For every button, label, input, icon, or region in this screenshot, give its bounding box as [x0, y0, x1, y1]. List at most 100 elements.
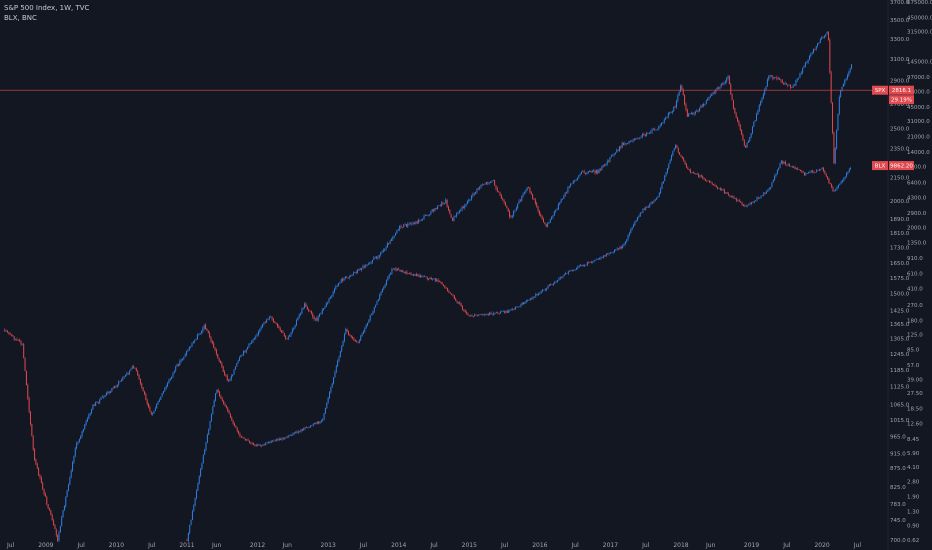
spx-candle — [466, 199, 468, 205]
blx-series — [186, 144, 852, 542]
blx-candle — [190, 519, 192, 526]
spx-candle — [89, 412, 91, 417]
spx-candle — [654, 127, 656, 131]
spx-candle — [488, 182, 490, 185]
blx-candle — [191, 509, 193, 521]
blx-candle — [623, 243, 625, 247]
spx-candle — [593, 168, 595, 172]
spx-candle — [190, 345, 192, 349]
blx-candle — [326, 402, 328, 409]
spx-candle — [153, 410, 155, 415]
spx-candle — [652, 128, 654, 131]
blx-candle — [847, 171, 849, 175]
spx-candle — [338, 282, 340, 287]
spx-candle — [659, 123, 661, 128]
spx-candle — [388, 242, 390, 246]
blx-candle — [744, 204, 746, 208]
spx-candle — [21, 343, 23, 346]
spx-candle — [169, 377, 171, 381]
blx-candle — [627, 234, 629, 241]
spx-candle — [88, 413, 90, 420]
y-axis[interactable]: 3700.0 3500.0 3300.0 3100.0 2900.0 2700.0 2500… — [887, 0, 932, 550]
spx-candle — [576, 177, 578, 181]
spx-candle — [380, 251, 382, 257]
spx-candle — [594, 169, 596, 176]
blx-candle — [555, 280, 557, 283]
spx-candle — [305, 302, 307, 308]
blx-candle — [675, 144, 677, 150]
blx-candle — [318, 421, 320, 425]
spx-candle — [323, 307, 325, 311]
spx-candle — [270, 315, 272, 318]
spx-candle — [42, 481, 44, 491]
spx-candle — [312, 312, 314, 319]
blx-candle — [289, 433, 291, 436]
spx-candle — [266, 318, 268, 323]
blx-candle — [745, 204, 747, 208]
spx-candle — [320, 312, 322, 315]
blx-candle — [227, 406, 229, 413]
spx-candle — [460, 208, 462, 212]
blx-candle — [751, 201, 753, 206]
x-tick: Jun — [705, 542, 716, 549]
blx-candle — [704, 178, 706, 182]
spx-candle — [240, 354, 242, 358]
blx-candle — [723, 188, 725, 194]
spx-candle — [817, 42, 819, 48]
blx-candle — [451, 293, 453, 296]
spx-candle — [620, 145, 622, 150]
blx-candle — [703, 177, 705, 181]
spx-candle — [400, 224, 402, 229]
spx-candle — [737, 116, 739, 123]
blx-candle — [250, 441, 252, 445]
spx-candle — [348, 275, 350, 280]
spx-candle — [479, 185, 481, 191]
spx-candle — [142, 387, 144, 392]
spx-candle — [183, 356, 185, 361]
spx-candle — [232, 374, 234, 377]
spx-candle — [692, 112, 694, 116]
blx-candle — [536, 293, 538, 296]
spx-candle — [272, 318, 274, 323]
spx-candle — [500, 193, 502, 199]
y-tick-left: 1730.0 — [890, 246, 910, 252]
spx-candle — [549, 218, 551, 223]
blx-candle — [650, 201, 652, 205]
blx-candle — [429, 276, 431, 280]
y-tick-right: 450000.0 — [907, 16, 932, 22]
spx-candle — [225, 373, 227, 378]
spx-candle — [114, 385, 116, 389]
blx-candle — [498, 312, 500, 315]
spx-candle — [523, 191, 525, 195]
y-tick-right: 410.0 — [907, 287, 923, 293]
spx-candle — [697, 109, 699, 113]
spx-candle — [218, 357, 220, 363]
blx-candle — [609, 251, 611, 254]
blx-candle — [508, 309, 510, 314]
spx-candle — [143, 390, 145, 396]
blx-candle — [194, 497, 196, 507]
spx-candle — [415, 220, 417, 225]
spx-candle — [245, 348, 247, 354]
blx-candle — [257, 443, 259, 447]
spx-candle — [346, 276, 348, 279]
blx-candle — [737, 199, 739, 202]
spx-candle — [187, 348, 189, 352]
blx-candle — [791, 165, 793, 169]
x-tick: 2014 — [391, 542, 406, 549]
spx-candle — [416, 220, 418, 224]
spx-candle — [696, 109, 698, 112]
x-axis[interactable]: Jul 2009 Jul 2010 Jul 2011 Jun 2012 Jun 2013 Jul 20… — [6, 542, 861, 549]
spx-candle — [23, 342, 25, 359]
spx-candle — [103, 395, 105, 399]
spx-candle — [735, 112, 737, 119]
spx-candle — [833, 131, 835, 165]
blx-candle — [532, 296, 534, 300]
blx-candle — [566, 272, 568, 274]
spx-candle — [24, 357, 26, 372]
spx-candle — [461, 205, 463, 212]
spx-candle — [222, 365, 224, 373]
spx-candle — [670, 111, 672, 114]
blx-candle — [563, 273, 565, 277]
